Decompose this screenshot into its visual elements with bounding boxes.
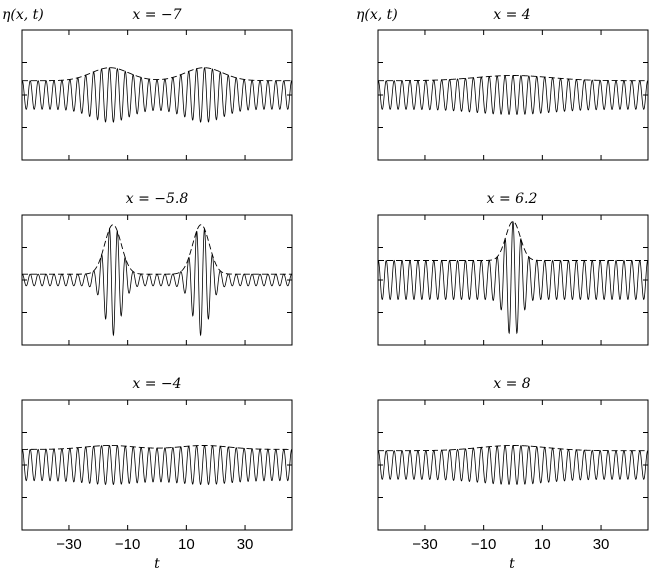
panel-title-3: x = −5.8 bbox=[126, 191, 189, 207]
x-tick-label: −10 bbox=[471, 536, 496, 553]
x-tick-label: −30 bbox=[56, 536, 81, 553]
panels: −30 −10 10 30 −30 −10 10 30 bbox=[21, 29, 649, 553]
panel-title-6: x = 8 bbox=[493, 376, 531, 392]
wave-series bbox=[377, 74, 649, 115]
panel-4 bbox=[377, 214, 649, 346]
plot-frame bbox=[21, 399, 293, 531]
x-tick-label: 10 bbox=[534, 536, 551, 553]
y-axis-label-left: η(x, t) bbox=[2, 7, 44, 23]
plot-frame bbox=[377, 214, 649, 346]
panel-title-1: x = −7 bbox=[132, 7, 181, 23]
envelope-series bbox=[22, 67, 292, 82]
wave-series bbox=[21, 67, 293, 123]
panel-2 bbox=[377, 29, 649, 161]
envelope-series bbox=[22, 224, 292, 275]
wave-series bbox=[377, 444, 649, 485]
x-axis-label-right: t bbox=[509, 556, 515, 571]
panel-1 bbox=[21, 29, 293, 161]
envelope-series bbox=[22, 445, 292, 450]
x-tick-label: −10 bbox=[115, 536, 140, 553]
y-axis-label-right: η(x, t) bbox=[356, 7, 398, 23]
plot-frame bbox=[377, 29, 649, 161]
wave-series bbox=[21, 444, 293, 486]
wave-series bbox=[21, 227, 293, 337]
plot-frame bbox=[21, 214, 293, 346]
panel-title-5: x = −4 bbox=[132, 376, 181, 392]
panel-6: −30 −10 10 30 bbox=[377, 399, 649, 553]
x-axis-label-left: t bbox=[154, 556, 160, 571]
panel-3 bbox=[21, 214, 293, 346]
envelope-series bbox=[378, 75, 648, 82]
x-tick-label: 30 bbox=[593, 536, 610, 553]
plot-frame bbox=[377, 399, 649, 531]
panel-title-2: x = 4 bbox=[493, 7, 530, 23]
envelope-series bbox=[378, 445, 648, 452]
x-tick-label: 10 bbox=[178, 536, 195, 553]
plot-frame bbox=[21, 29, 293, 161]
x-tick-label: −30 bbox=[412, 536, 437, 553]
panel-5: −30 −10 10 30 bbox=[21, 399, 293, 553]
wave-series bbox=[377, 221, 649, 335]
envelope-series bbox=[378, 221, 648, 261]
x-tick-label: 30 bbox=[237, 536, 254, 553]
panel-title-4: x = 6.2 bbox=[487, 191, 538, 207]
